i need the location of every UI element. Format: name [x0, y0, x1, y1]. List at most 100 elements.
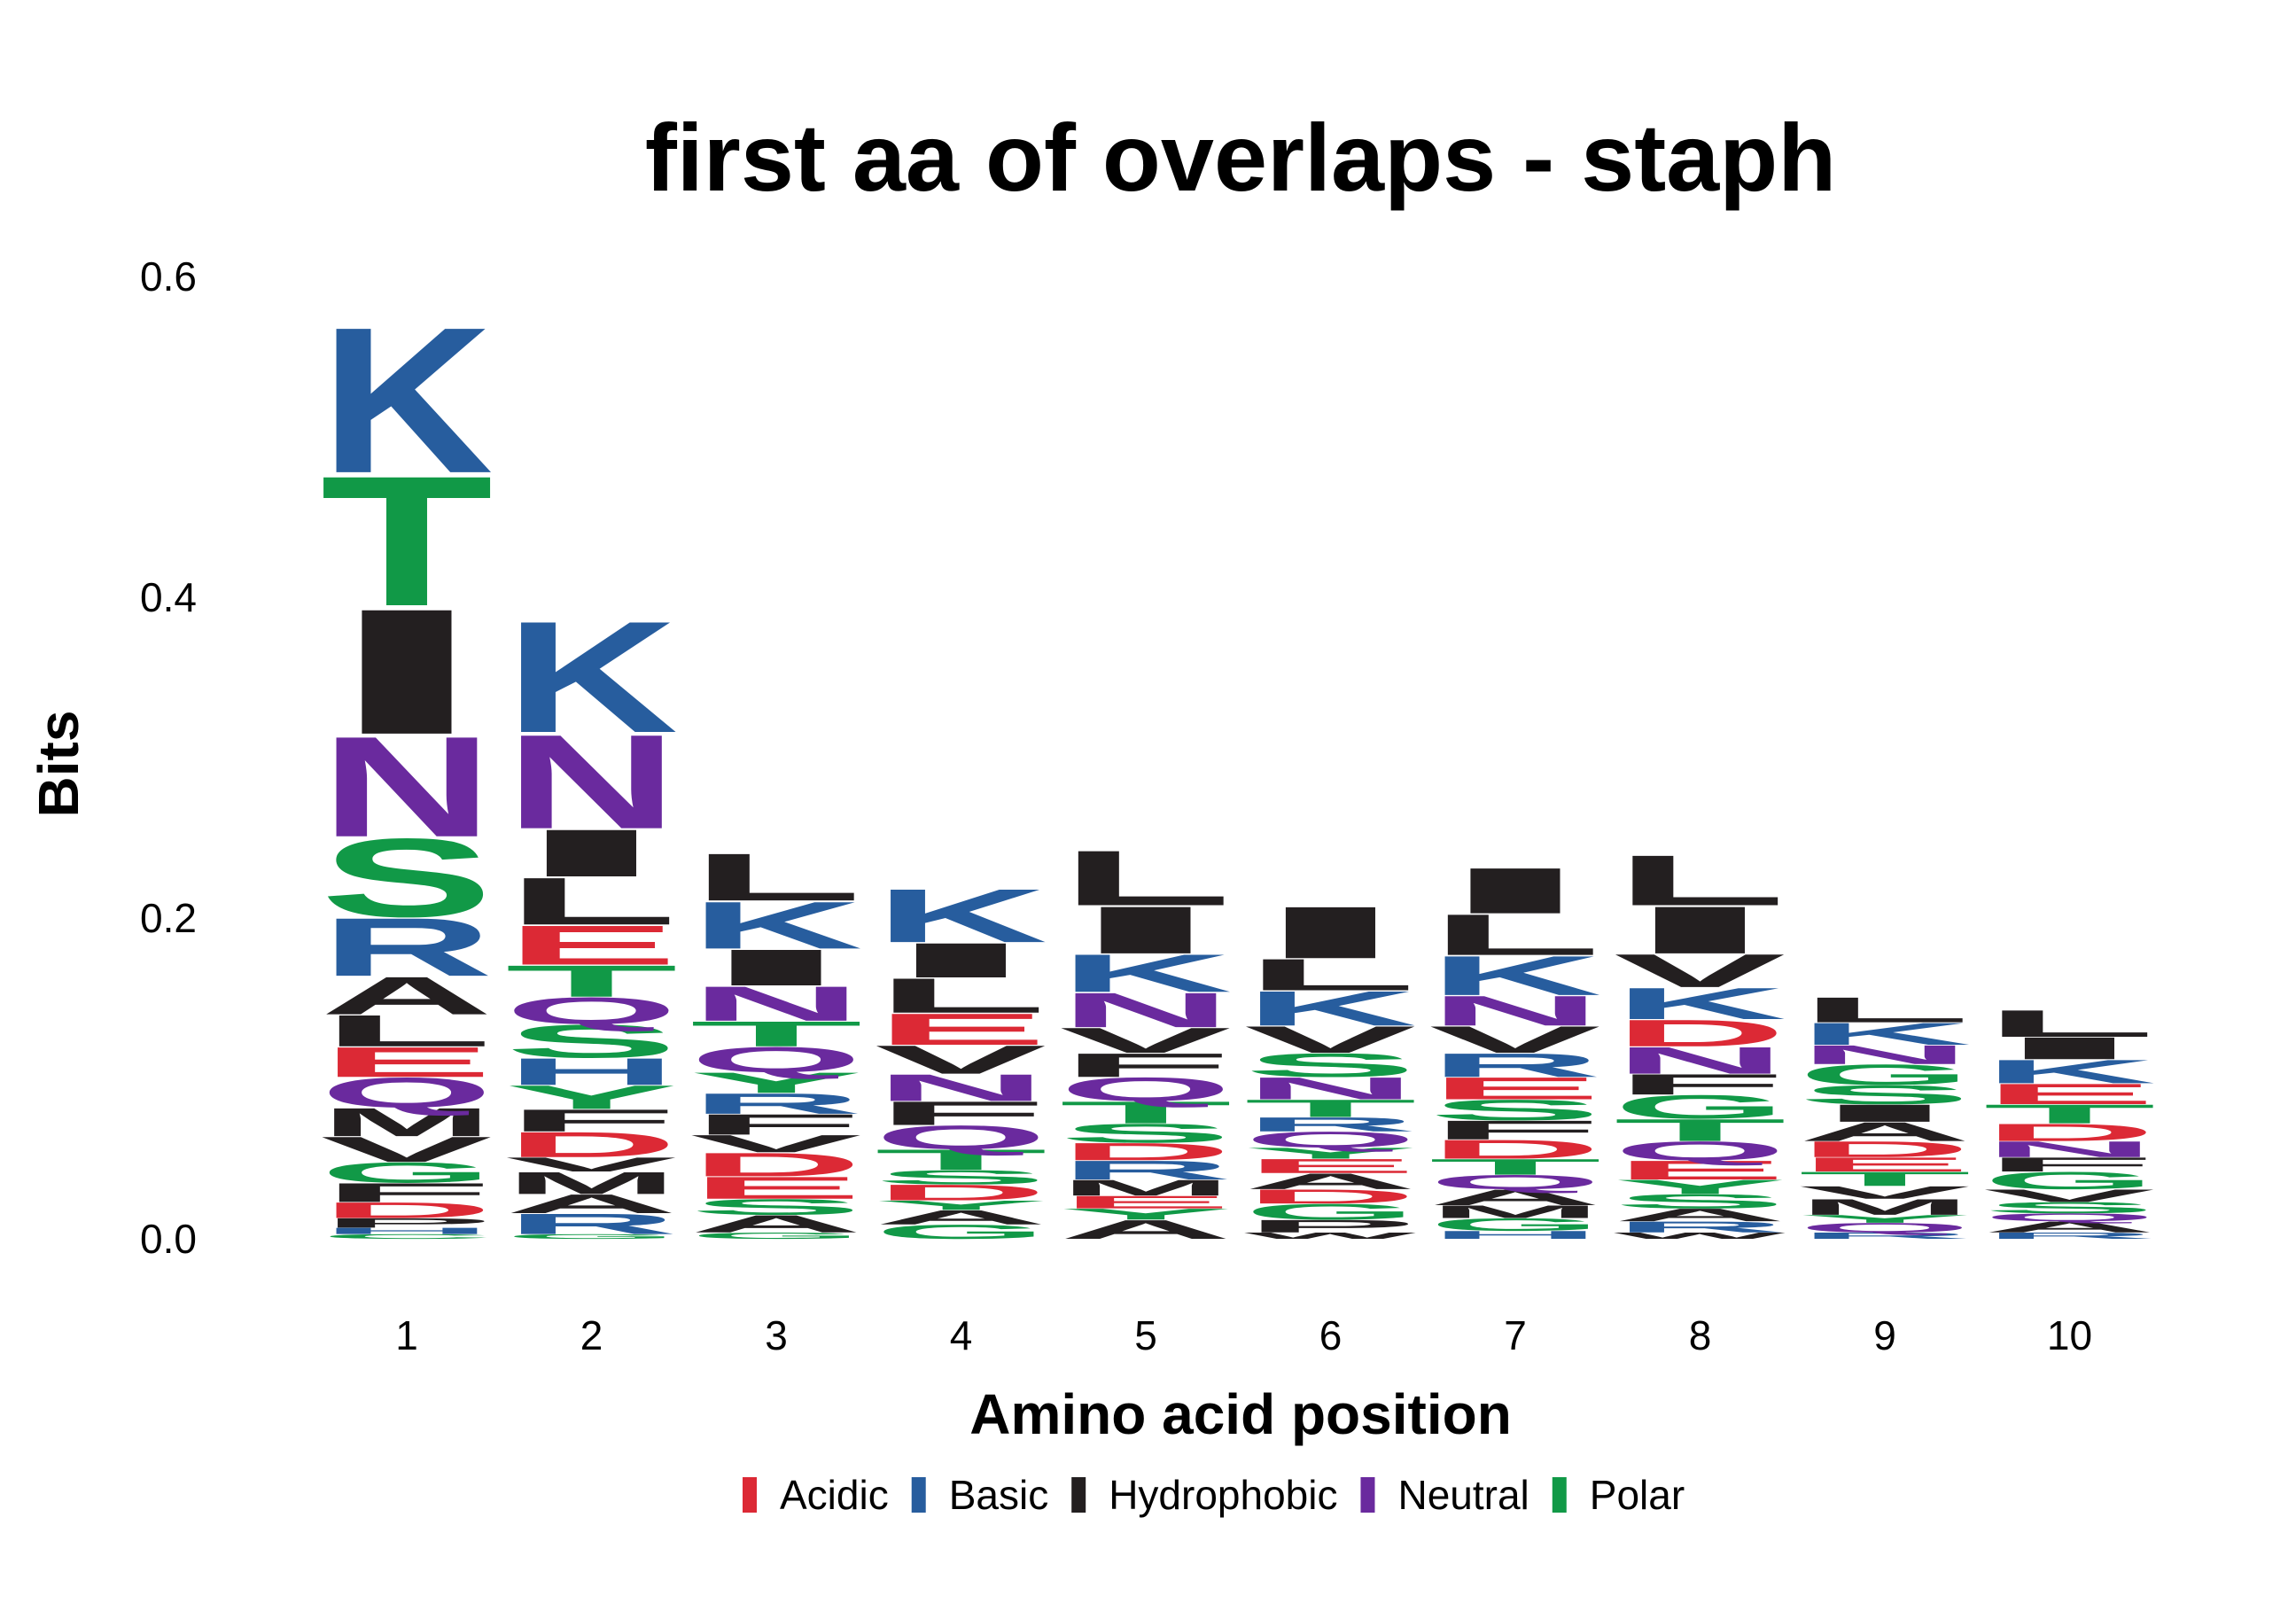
logo-letter: A	[505, 1189, 678, 1219]
logo-letter: A	[1983, 1218, 2156, 1236]
logo-letter: A	[689, 1210, 862, 1238]
logo-letter: I	[1983, 1031, 2156, 1066]
logo-letter: G	[689, 1231, 862, 1241]
logo-letter: F	[505, 1103, 678, 1139]
logo-letter: V	[875, 1038, 1047, 1083]
logo-letter: V	[1244, 1018, 1416, 1061]
logo-letter: T	[1983, 1099, 2156, 1129]
logo-letter: R	[1614, 1218, 1786, 1236]
logo-letter: I	[875, 933, 1047, 988]
logo-letter: R	[1798, 1231, 1971, 1241]
legend: Acidic Basic Hydrophobic Neutral Polar	[743, 1472, 1685, 1518]
logo-letter: E	[1059, 1192, 1232, 1212]
logo-letter: V	[689, 1130, 861, 1157]
logo-letter: S	[689, 1194, 862, 1219]
logo-letter: N	[1798, 1039, 1971, 1070]
logo-letter: G	[1428, 1215, 1601, 1235]
logo-letter: V	[1983, 1186, 2155, 1206]
x-tick-label: 7	[1504, 1312, 1527, 1358]
logo-letter: D	[1614, 1012, 1786, 1054]
logo-letter: E	[1798, 1153, 1971, 1175]
logo-letter: N	[320, 707, 493, 868]
logo-letter: M	[505, 1165, 678, 1201]
logo-letter: Y	[1059, 1205, 1232, 1223]
logo-letter: T	[505, 956, 678, 1006]
legend-swatch	[1071, 1477, 1086, 1513]
legend-swatch	[911, 1477, 926, 1513]
logo-letter: V	[505, 1153, 677, 1175]
logo-letter: K	[1983, 1053, 2156, 1090]
x-tick-label: 8	[1689, 1312, 1712, 1358]
logo-letter: N	[689, 977, 862, 1031]
logo-letter: E	[1614, 1156, 1786, 1186]
legend-label: Acidic	[780, 1472, 889, 1518]
logo-letter: C	[320, 1233, 493, 1240]
logo-letter: A	[1614, 1205, 1786, 1226]
logo-letter: T	[1059, 1095, 1232, 1131]
logo-letter: I	[1059, 892, 1232, 968]
logo-letter: K	[505, 588, 678, 766]
logo-letter: I	[320, 572, 493, 772]
logo-letter: V	[1614, 945, 1786, 997]
logo-letter: Q	[1244, 1127, 1417, 1152]
logo-letter: G	[505, 1233, 678, 1241]
legend-swatch	[1360, 1477, 1375, 1513]
logo-letter: N	[875, 1066, 1047, 1109]
x-tick-label: 1	[395, 1312, 418, 1358]
logo-letter: R	[1244, 1113, 1417, 1135]
logo-letter: F	[689, 1109, 862, 1141]
logo-letter: Y	[1244, 1144, 1417, 1162]
logo-letter: I	[1798, 1100, 1971, 1127]
logo-letter: E	[320, 1039, 493, 1086]
x-axis-title: Amino acid position	[969, 1382, 1512, 1446]
logo-letter: S	[1983, 1199, 2156, 1217]
logo-letter: G	[1798, 1058, 1971, 1091]
logo-letter: P	[320, 1216, 493, 1231]
logo-letter: T	[689, 1014, 862, 1054]
logo-letter: Q	[320, 1069, 493, 1116]
logo-letter: Y	[689, 1067, 862, 1100]
logo-letter: L	[1983, 1002, 2156, 1045]
logo-letter: P	[1244, 1216, 1417, 1236]
logo-letter: Y	[1614, 1176, 1786, 1198]
logo-letter: E	[505, 914, 678, 977]
logo-letter: F	[1614, 1069, 1786, 1101]
logo-letter: L	[1428, 902, 1601, 968]
logo-letter: Q	[1614, 1136, 1786, 1166]
legend-label: Polar	[1590, 1472, 1685, 1518]
logo-letter: D	[505, 1124, 678, 1164]
logo-letter: Y	[875, 1198, 1047, 1213]
logo-letter: V	[1059, 1021, 1231, 1061]
logo-letter: R	[1059, 1156, 1232, 1186]
logo-letter: T	[1428, 1155, 1601, 1179]
logo-letter: F	[320, 1178, 493, 1208]
logo-letter: H	[505, 1050, 678, 1093]
logo-letter: E	[1428, 1071, 1601, 1107]
logo-letter: T	[1798, 1168, 1971, 1190]
logo-letter: Q	[689, 1039, 862, 1079]
x-tick-label: 2	[580, 1312, 603, 1358]
logo-letter: Y	[505, 1078, 678, 1116]
x-tick-label: 9	[1873, 1312, 1896, 1358]
legend-swatch	[1552, 1477, 1567, 1513]
logo-letter: T	[1614, 1113, 1786, 1148]
logo-letter: G	[1983, 1167, 2156, 1194]
logo-letter: Y	[1798, 1212, 1971, 1225]
y-tick-label: 0.6	[140, 253, 197, 300]
logo-letter: R	[320, 900, 493, 993]
logo-letter: L	[505, 864, 678, 939]
logo-letter: K	[320, 284, 493, 517]
logo-letter: I	[1614, 892, 1786, 968]
logo-letter: D	[689, 1146, 862, 1183]
logo-letter: K	[1614, 978, 1786, 1028]
x-axis-ticks: 1 2 3 4 5 6 7 8 9 10	[395, 1312, 2092, 1358]
logo-letter: M	[1059, 1175, 1232, 1200]
logo-letter: I	[1428, 854, 1601, 927]
y-axis-ticks: 0.0 0.2 0.4 0.6	[140, 253, 197, 1262]
logo-letter: Q	[505, 990, 678, 1032]
